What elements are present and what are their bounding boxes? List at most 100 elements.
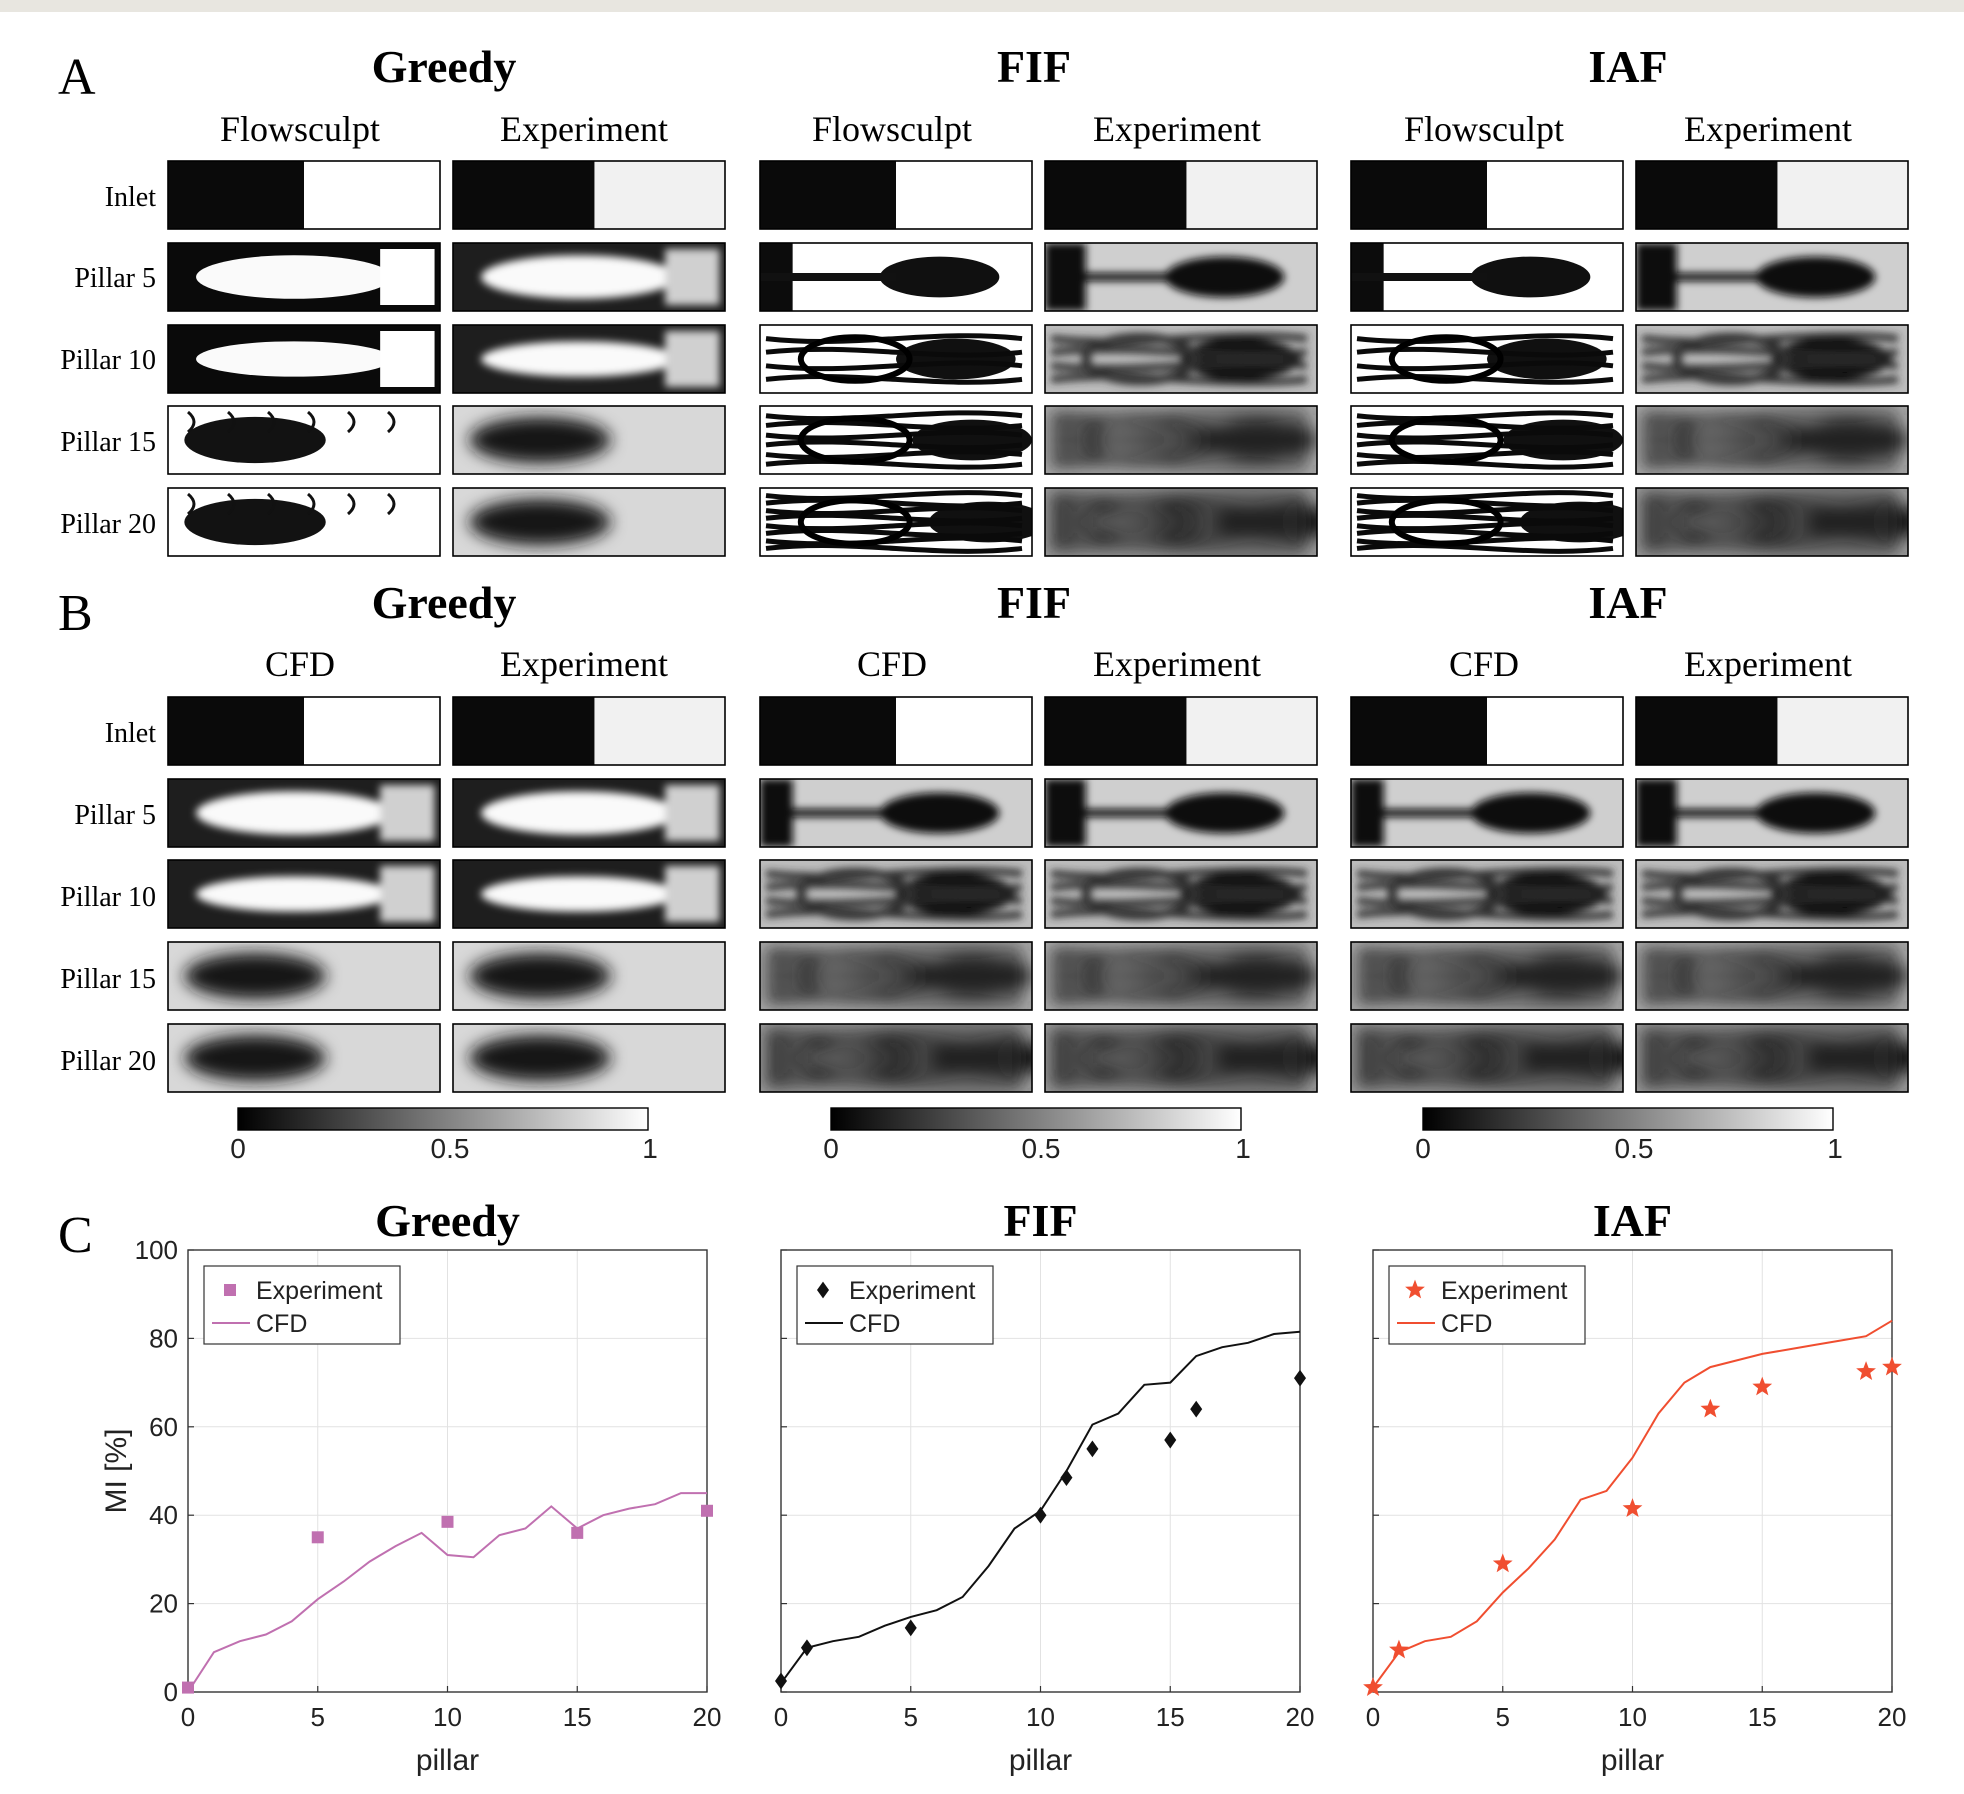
legend-marker-experiment xyxy=(1405,1279,1425,1299)
colorbar-fif-tick-mid: 0.5 xyxy=(1022,1133,1061,1164)
experiment-point xyxy=(1752,1376,1773,1396)
legend-box xyxy=(796,1265,994,1345)
legend-label-cfd: CFD xyxy=(849,1310,900,1338)
colorbar-greedy-tick-0: 0 xyxy=(230,1133,246,1164)
col-head-b-iaf-exp: Experiment xyxy=(1684,644,1852,684)
series-cfd-line xyxy=(187,1492,707,1693)
x-tick-label: 20 xyxy=(693,1702,722,1732)
col-head-b-greedy-exp: Experiment xyxy=(500,644,668,684)
tile-A-fif-sim-r3 xyxy=(759,405,1033,475)
group-title-fif-a: FIF xyxy=(997,41,1071,92)
experiment-point xyxy=(1086,1440,1099,1458)
col-head-a-greedy-sim: Flowsculpt xyxy=(220,109,380,149)
tile-B-fif-sim-r2 xyxy=(759,859,1033,929)
experiment-point xyxy=(775,1672,787,1690)
tile-B-fif-exp-r2 xyxy=(1044,859,1318,929)
y-tick-label: 100 xyxy=(135,1235,178,1265)
col-head-b-fif-exp: Experiment xyxy=(1093,644,1261,684)
x-tick-label: 0 xyxy=(1366,1702,1380,1732)
row-label-b-pillar10: Pillar 10 xyxy=(60,882,156,913)
colorbar-iaf: 0 0.5 1 xyxy=(1415,1107,1843,1164)
tile-B-fif-sim-r4 xyxy=(759,1023,1033,1093)
col-head-b-fif-sim: CFD xyxy=(857,644,927,684)
legend-marker-experiment xyxy=(224,1284,236,1296)
tile-B-greedy-exp-r0 xyxy=(452,696,726,766)
col-head-a-iaf-exp: Experiment xyxy=(1684,109,1852,149)
chart-greedy: 0 5 10 15 20 0 20 40 60 80 100 pillar MI [%] Greedy Ex… xyxy=(100,1195,721,1777)
tile-A-iaf-sim-r3 xyxy=(1350,405,1624,475)
tile-A-fif-exp-r1 xyxy=(1044,242,1318,312)
tile-A-iaf-sim-r1 xyxy=(1350,242,1624,312)
colorbar-iaf-tick-0: 0 xyxy=(1415,1133,1431,1164)
tile-B-fif-exp-r4 xyxy=(1044,1023,1318,1093)
chart-fif: 0 5 10 15 20 pillar FIF Experiment CFD xyxy=(774,1195,1315,1777)
chart-title: Greedy xyxy=(375,1195,520,1246)
legend-label-cfd: CFD xyxy=(256,1310,307,1338)
tile-A-greedy-sim-r2 xyxy=(167,324,441,394)
tile-B-greedy-exp-r3 xyxy=(452,941,726,1011)
tile-B-greedy-sim-r1 xyxy=(167,778,441,848)
colorbar-greedy-tick-1: 1 xyxy=(642,1133,658,1164)
x-tick-label: 5 xyxy=(1496,1702,1510,1732)
experiment-point xyxy=(1060,1469,1073,1487)
y-tick-label: 80 xyxy=(149,1323,178,1353)
tile-A-iaf-sim-r0 xyxy=(1350,160,1624,230)
colorbar-fif: 0 0.5 1 xyxy=(823,1107,1251,1164)
chart-title: IAF xyxy=(1593,1195,1672,1246)
series-cfd-line xyxy=(1372,1319,1893,1689)
legend-box xyxy=(1388,1265,1586,1345)
panel-letter-b: B xyxy=(58,585,93,642)
tile-A-greedy-exp-r0 xyxy=(452,160,726,230)
panel-letter-a: A xyxy=(58,49,96,106)
y-axis-label: MI [%] xyxy=(100,1428,133,1513)
experiment-point xyxy=(1190,1400,1203,1418)
experiment-point xyxy=(1856,1361,1876,1380)
col-head-b-iaf-sim: CFD xyxy=(1449,644,1519,684)
experiment-point xyxy=(1700,1398,1721,1418)
panel-b-tiles xyxy=(167,696,1909,1093)
row-label-a-pillar5: Pillar 5 xyxy=(74,263,156,294)
y-tick-label: 20 xyxy=(149,1589,178,1619)
legend-label-experiment: Experiment xyxy=(256,1277,382,1305)
chart-iaf: 0 5 10 15 20 pillar IAF Experiment CFD xyxy=(1363,1195,1906,1777)
tile-A-greedy-sim-r0 xyxy=(167,160,441,230)
tile-B-greedy-sim-r3 xyxy=(167,941,441,1011)
group-title-iaf-b: IAF xyxy=(1588,577,1667,628)
tile-B-fif-exp-r1 xyxy=(1044,778,1318,848)
col-head-b-greedy-sim: CFD xyxy=(265,644,335,684)
tile-A-greedy-exp-r4 xyxy=(452,487,726,557)
legend-label-experiment: Experiment xyxy=(849,1277,975,1305)
tile-A-fif-sim-r4 xyxy=(759,487,1033,557)
row-label-b-inlet: Inlet xyxy=(105,718,157,749)
experiment-point xyxy=(1034,1506,1047,1524)
tile-B-fif-exp-r3 xyxy=(1044,941,1318,1011)
tile-B-greedy-sim-r4 xyxy=(167,1023,441,1093)
tile-B-iaf-exp-r4 xyxy=(1635,1023,1909,1093)
tile-A-greedy-sim-r3 xyxy=(167,405,441,475)
tile-B-iaf-sim-r2 xyxy=(1350,859,1624,929)
panel-letter-c: C xyxy=(58,1207,93,1264)
tile-A-fif-exp-r0 xyxy=(1044,160,1318,230)
y-tick-label: 40 xyxy=(149,1500,178,1530)
x-tick-label: 15 xyxy=(563,1702,592,1732)
top-strip xyxy=(0,0,1964,12)
tile-A-greedy-exp-r3 xyxy=(452,405,726,475)
tile-B-iaf-exp-r1 xyxy=(1635,778,1909,848)
tile-A-greedy-exp-r1 xyxy=(452,242,726,312)
x-tick-label: 15 xyxy=(1156,1702,1185,1732)
experiment-point xyxy=(1389,1639,1409,1659)
x-tick-label: 10 xyxy=(433,1702,462,1732)
tile-A-fif-exp-r3 xyxy=(1044,405,1318,475)
tile-A-iaf-exp-r4 xyxy=(1635,487,1909,557)
tile-A-fif-exp-r2 xyxy=(1044,324,1318,394)
tile-B-iaf-sim-r3 xyxy=(1350,941,1624,1011)
tile-B-iaf-exp-r0 xyxy=(1635,696,1909,766)
row-label-a-pillar20: Pillar 20 xyxy=(60,509,156,540)
experiment-point xyxy=(182,1681,194,1694)
tile-B-iaf-sim-r1 xyxy=(1350,778,1624,848)
experiment-point xyxy=(1294,1369,1306,1387)
group-title-greedy-a: Greedy xyxy=(372,41,517,92)
tile-B-greedy-exp-r1 xyxy=(452,778,726,848)
colorbar-fif-tick-0: 0 xyxy=(823,1133,839,1164)
x-tick-label: 20 xyxy=(1286,1702,1315,1732)
